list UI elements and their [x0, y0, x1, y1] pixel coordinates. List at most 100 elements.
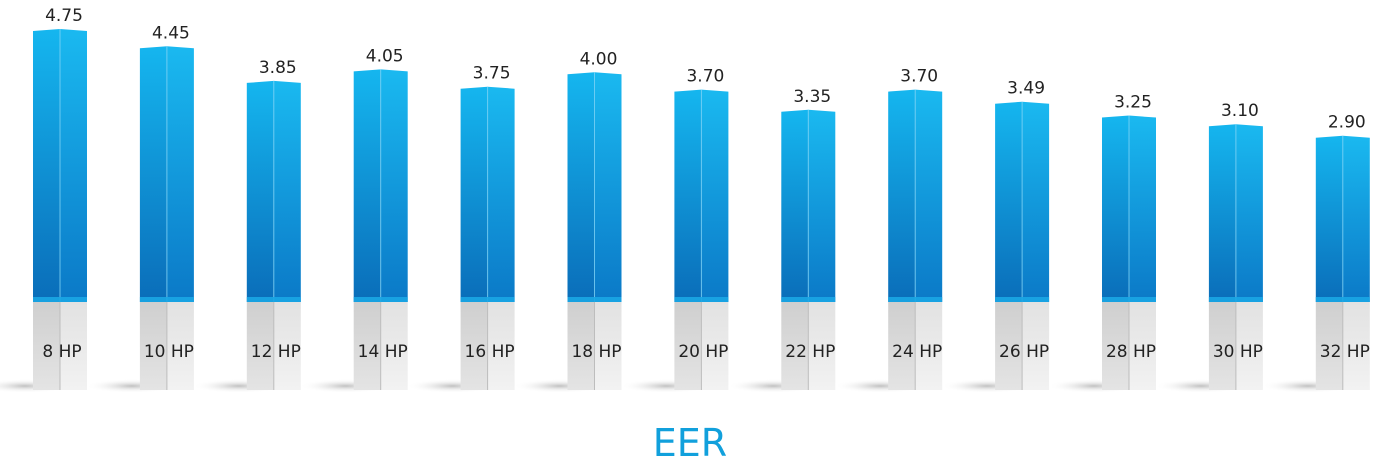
- bar-face-left: [1102, 115, 1129, 302]
- value-label: 3.70: [686, 67, 724, 87]
- bar: [674, 89, 729, 390]
- value-label: 4.05: [366, 46, 404, 66]
- bar-base-band: [1315, 297, 1370, 302]
- bar-pedestal-right: [166, 302, 194, 390]
- bar-pedestal-left: [139, 302, 167, 390]
- bar: [139, 46, 194, 390]
- bar: [246, 80, 301, 390]
- value-label: 4.45: [152, 23, 190, 43]
- bar-pedestal-right: [1342, 302, 1370, 390]
- category-label: 8 HP: [42, 342, 81, 362]
- value-label: 4.00: [580, 49, 618, 69]
- bar-base-band: [567, 297, 622, 302]
- bar-base-band: [888, 297, 943, 302]
- value-label: 3.85: [259, 58, 297, 78]
- bar-face-left: [567, 72, 595, 303]
- bar-base-band: [139, 297, 194, 302]
- bar: [1102, 115, 1156, 390]
- bar-pedestal-left: [995, 302, 1023, 390]
- bar-face-left: [246, 80, 274, 303]
- category-label: 26 HP: [999, 342, 1049, 362]
- bar-pedestal-left: [781, 302, 809, 390]
- category-label: 30 HP: [1213, 342, 1263, 362]
- bar-face-left: [781, 109, 809, 302]
- bar-pedestal-left: [353, 302, 381, 390]
- bar-face-right: [1129, 115, 1156, 302]
- bar-pedestal-left: [460, 302, 488, 390]
- value-label: 3.25: [1114, 93, 1152, 113]
- bar-face-left: [888, 89, 916, 303]
- bar-face-right: [380, 69, 408, 302]
- bar-pedestal-left: [1102, 302, 1129, 390]
- bar-base-band: [353, 297, 408, 302]
- bar-base-band: [246, 297, 301, 302]
- category-label: 20 HP: [678, 342, 728, 362]
- bar-face-right: [487, 86, 515, 302]
- value-label: 3.49: [1007, 79, 1045, 99]
- bar-pedestal-left: [1315, 302, 1343, 390]
- bar: [353, 69, 408, 390]
- bar-pedestal-left: [888, 302, 916, 390]
- category-label: 22 HP: [785, 342, 835, 362]
- bar-face-left: [460, 86, 488, 302]
- bar-base-band: [33, 297, 87, 302]
- category-label: 32 HP: [1320, 342, 1370, 362]
- value-label: 3.75: [473, 64, 511, 84]
- bar-pedestal-right: [487, 302, 515, 390]
- category-label: 16 HP: [465, 342, 515, 362]
- bar-face-left: [1315, 135, 1343, 302]
- bar-base-band: [995, 297, 1050, 302]
- bar-pedestal-right: [1235, 302, 1263, 390]
- category-label: 10 HP: [144, 342, 194, 362]
- bar-face-left: [139, 46, 167, 303]
- bar-pedestal-right: [808, 302, 836, 390]
- bar-pedestal-right: [1022, 302, 1050, 390]
- bar-face-left: [1208, 124, 1236, 302]
- bar-base-band: [781, 297, 836, 302]
- category-label: 28 HP: [1106, 342, 1156, 362]
- bar-pedestal-right: [273, 302, 301, 390]
- bar: [1315, 135, 1370, 390]
- bar: [460, 86, 515, 390]
- category-label: 18 HP: [571, 342, 621, 362]
- bar-pedestal-right: [594, 302, 622, 390]
- bar-face-right: [808, 109, 836, 302]
- value-label: 2.90: [1328, 113, 1366, 133]
- bar-pedestal-left: [567, 302, 595, 390]
- bar-pedestal-right: [60, 302, 87, 390]
- bar-base-band: [1102, 297, 1156, 302]
- bar-pedestal-left: [33, 302, 60, 390]
- bar-face-left: [33, 29, 60, 302]
- category-label: 12 HP: [251, 342, 301, 362]
- bar-pedestal-left: [674, 302, 702, 390]
- category-label: 14 HP: [358, 342, 408, 362]
- value-label: 3.10: [1221, 101, 1259, 121]
- bar-face-right: [1235, 124, 1263, 302]
- value-label: 4.75: [45, 6, 83, 26]
- bar-base-band: [460, 297, 515, 302]
- bar-base-band: [674, 297, 729, 302]
- value-label: 3.70: [900, 67, 938, 87]
- bar: [567, 72, 622, 390]
- value-label: 3.35: [793, 87, 831, 107]
- chart-title: EER: [653, 421, 727, 457]
- bar-face-left: [995, 101, 1023, 303]
- bar: [995, 101, 1050, 390]
- bar-pedestal-left: [1208, 302, 1236, 390]
- bar: [1208, 124, 1263, 390]
- bar: [33, 29, 87, 390]
- bar-face-right: [273, 80, 301, 303]
- bar-pedestal-right: [380, 302, 408, 390]
- bar: [781, 109, 836, 390]
- bar-base-band: [1208, 297, 1263, 302]
- category-label: 24 HP: [892, 342, 942, 362]
- bar-pedestal-right: [701, 302, 729, 390]
- bar-face-left: [674, 89, 702, 303]
- bar-face-right: [60, 29, 87, 302]
- bar-pedestal-left: [246, 302, 274, 390]
- bar-pedestal-right: [1129, 302, 1156, 390]
- bar-face-right: [166, 46, 194, 303]
- bar-pedestal-right: [915, 302, 943, 390]
- bar-face-right: [594, 72, 622, 303]
